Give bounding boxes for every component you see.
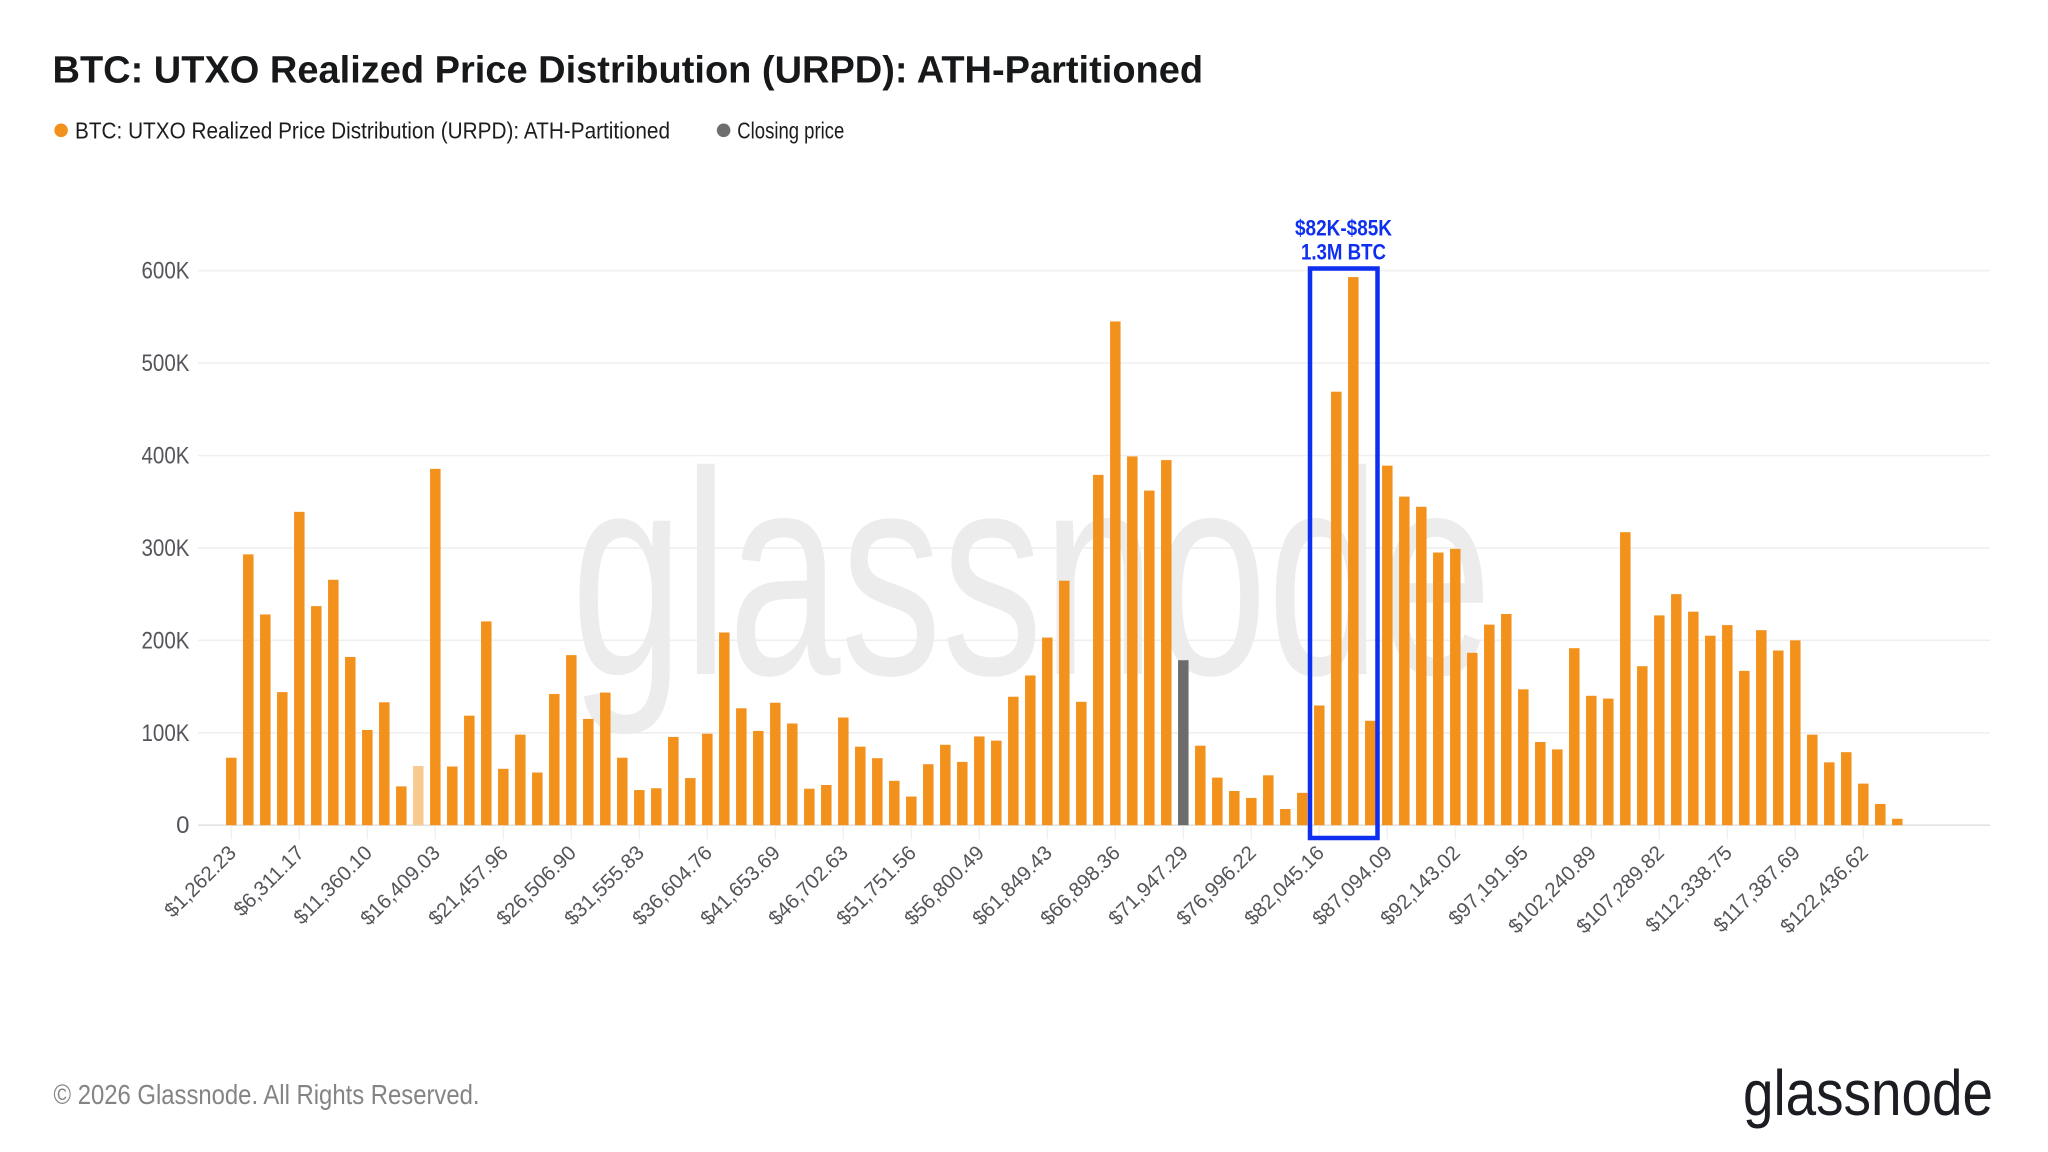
svg-text:300K: 300K xyxy=(142,535,190,562)
svg-text:200K: 200K xyxy=(142,627,190,654)
svg-text:500K: 500K xyxy=(142,350,190,377)
svg-text:100K: 100K xyxy=(142,720,190,747)
svg-text:1.3M BTC: 1.3M BTC xyxy=(1301,240,1386,265)
svg-text:Closing price: Closing price xyxy=(737,118,844,144)
svg-text:600K: 600K xyxy=(142,258,190,285)
svg-text:$82K-$85K: $82K-$85K xyxy=(1295,216,1393,241)
svg-text:400K: 400K xyxy=(142,443,190,470)
svg-text:0: 0 xyxy=(176,812,189,839)
svg-text:© 2026 Glassnode. All Rights R: © 2026 Glassnode. All Rights Reserved. xyxy=(54,1079,480,1110)
svg-text:glassnode: glassnode xyxy=(1743,1057,1993,1129)
svg-text:BTC: UTXO Realized Price Distr: BTC: UTXO Realized Price Distribution (U… xyxy=(75,118,670,144)
svg-text:BTC: UTXO Realized Price Distr: BTC: UTXO Realized Price Distribution (U… xyxy=(53,49,1204,91)
